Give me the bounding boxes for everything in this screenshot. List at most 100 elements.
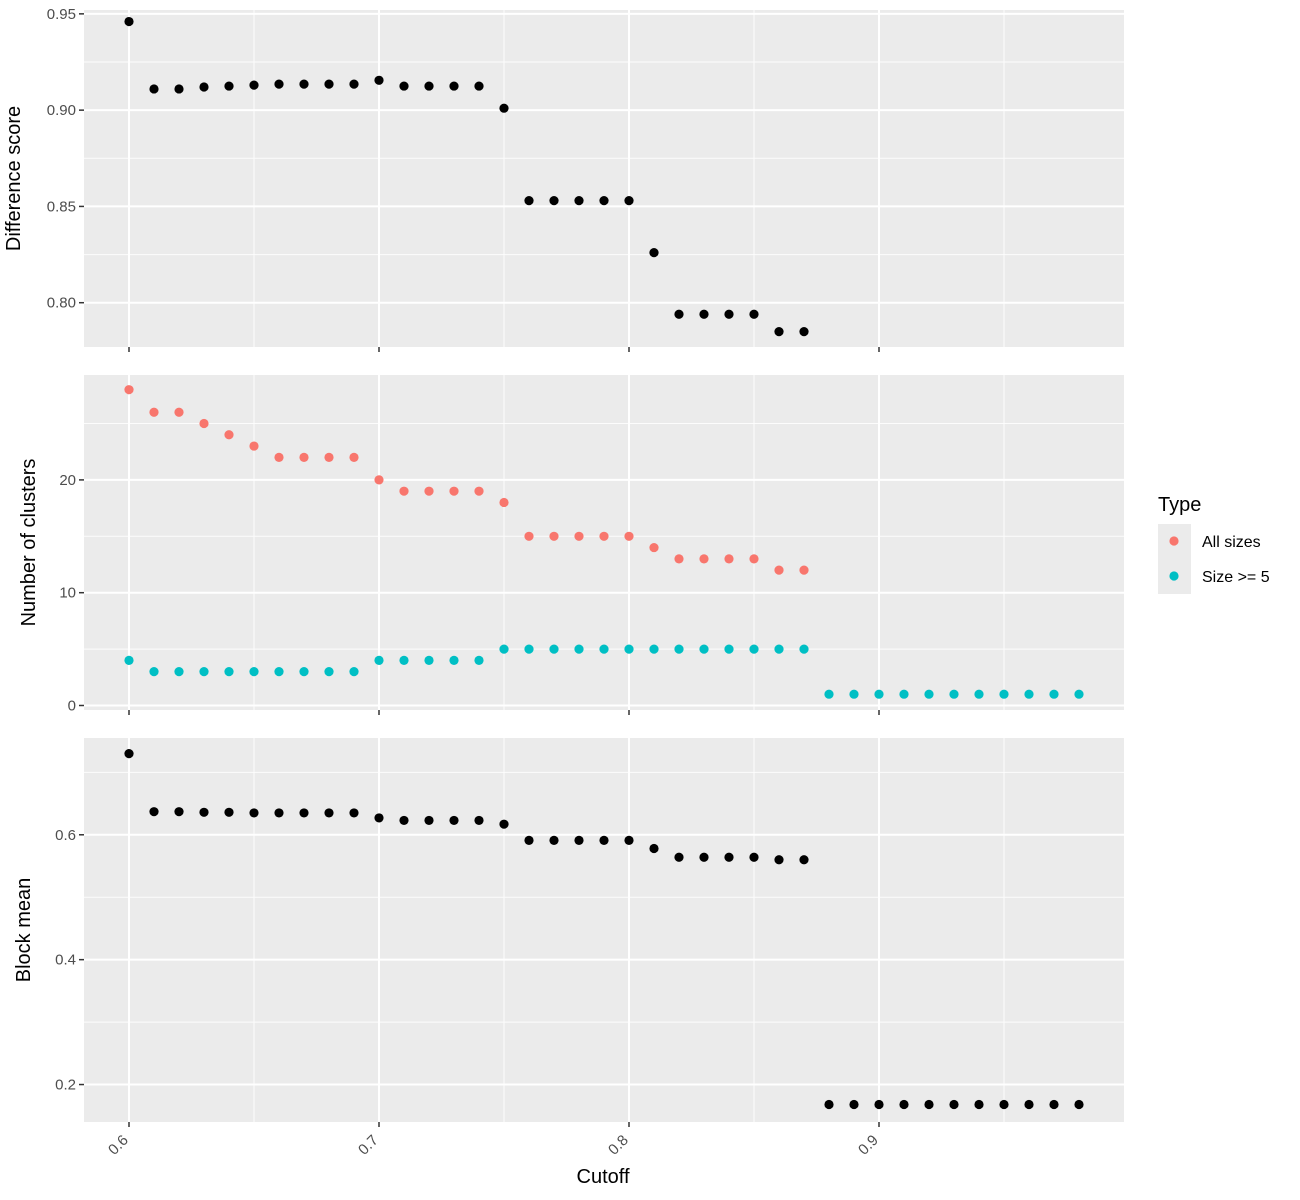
data-point	[274, 808, 284, 818]
data-point	[274, 667, 284, 677]
data-point	[799, 644, 809, 654]
y-tick-label: 0.4	[55, 952, 76, 969]
legend-label-size-5: Size >= 5	[1202, 569, 1270, 586]
series-block-mean-0	[124, 749, 1084, 1110]
data-point	[874, 689, 884, 699]
panel-number-of-clusters: 0 10 20 Number of clusters	[18, 375, 1124, 715]
data-point	[274, 452, 284, 462]
data-point	[349, 79, 359, 89]
data-point	[824, 1099, 834, 1110]
data-point	[324, 808, 334, 818]
data-point	[224, 667, 234, 677]
data-point	[249, 808, 259, 818]
data-point	[424, 655, 434, 665]
data-point	[574, 196, 584, 206]
panel-background	[84, 738, 1124, 1122]
data-point	[1074, 689, 1084, 699]
data-point	[549, 835, 559, 846]
y-tick-label: 0.85	[47, 198, 76, 215]
data-point	[1049, 1099, 1059, 1110]
series-number-of-clusters-0	[124, 385, 809, 575]
data-point	[524, 196, 534, 206]
data-point	[799, 326, 809, 337]
panel-background	[84, 375, 1124, 710]
data-point	[899, 689, 909, 699]
data-point	[124, 655, 134, 665]
data-point	[674, 309, 684, 319]
data-point	[724, 644, 734, 654]
data-point	[149, 807, 159, 817]
data-point	[774, 855, 784, 865]
y-tick-label: 0.6	[55, 827, 76, 844]
data-point	[799, 565, 809, 575]
data-point	[1024, 1099, 1034, 1110]
data-point	[224, 81, 234, 91]
data-point	[1049, 689, 1059, 699]
y-axis-title-difference-score: Difference score	[3, 106, 25, 251]
data-point	[349, 452, 359, 462]
data-point	[649, 644, 659, 654]
data-point	[624, 644, 634, 654]
data-point	[749, 309, 759, 319]
legend-key-all-sizes	[1169, 536, 1179, 546]
y-tick-label: 0.95	[47, 6, 76, 23]
y-axis-title-block-mean: Block mean	[13, 878, 35, 983]
data-point	[474, 655, 484, 665]
data-point	[274, 79, 284, 89]
x-tick-label: 0.9	[855, 1132, 882, 1159]
data-point	[599, 531, 609, 541]
data-point	[499, 103, 509, 113]
data-point	[374, 75, 384, 85]
data-point	[749, 852, 759, 862]
data-point	[574, 835, 584, 846]
data-point	[224, 807, 234, 817]
data-point	[549, 531, 559, 541]
data-point	[649, 248, 659, 258]
data-point	[149, 84, 159, 94]
data-point	[774, 326, 784, 337]
data-point	[724, 852, 734, 862]
data-point	[199, 807, 209, 817]
data-point	[324, 667, 334, 677]
panel-difference-score: 0.80 0.85 0.90 0.95 Difference score	[3, 6, 1124, 352]
data-point	[724, 309, 734, 319]
data-point	[524, 644, 534, 654]
y-tick-label: 0.2	[55, 1077, 76, 1094]
x-tick-label: 0.7	[355, 1132, 382, 1159]
data-point	[474, 815, 484, 826]
data-point	[599, 644, 609, 654]
data-point	[449, 655, 459, 665]
data-point	[374, 813, 384, 823]
data-point	[999, 1099, 1009, 1110]
data-point	[499, 497, 509, 508]
data-point	[674, 554, 684, 564]
y-tick-label: 0	[68, 697, 76, 714]
data-point	[749, 554, 759, 564]
data-point	[674, 852, 684, 862]
data-point	[924, 689, 934, 699]
data-point	[624, 531, 634, 541]
data-point	[549, 196, 559, 206]
data-point	[199, 418, 209, 429]
data-point	[149, 667, 159, 677]
data-point	[699, 644, 709, 654]
legend-label-all-sizes: All sizes	[1202, 534, 1261, 551]
data-point	[624, 196, 634, 206]
data-point	[499, 819, 509, 829]
data-point	[599, 835, 609, 846]
data-point	[249, 80, 259, 90]
data-point	[549, 644, 559, 654]
panel-block-mean: 0.2 0.4 0.6 0.6 0.7 0.8 0.9 Block mean	[13, 738, 1124, 1159]
data-point	[174, 667, 184, 677]
series-number-of-clusters-1	[124, 644, 1084, 699]
y-axis-title-number-of-clusters: Number of clusters	[18, 459, 40, 627]
data-point	[1074, 1099, 1084, 1110]
data-point	[299, 667, 309, 677]
data-point	[874, 1099, 884, 1110]
data-point	[474, 81, 484, 91]
data-point	[124, 385, 134, 395]
panels-layer: 0.80 0.85 0.90 0.95 Difference score 0 10 20 Num…	[3, 6, 1124, 1159]
x-axis-title: Cutoff	[577, 1166, 630, 1188]
x-tick-label: 0.8	[605, 1132, 632, 1159]
